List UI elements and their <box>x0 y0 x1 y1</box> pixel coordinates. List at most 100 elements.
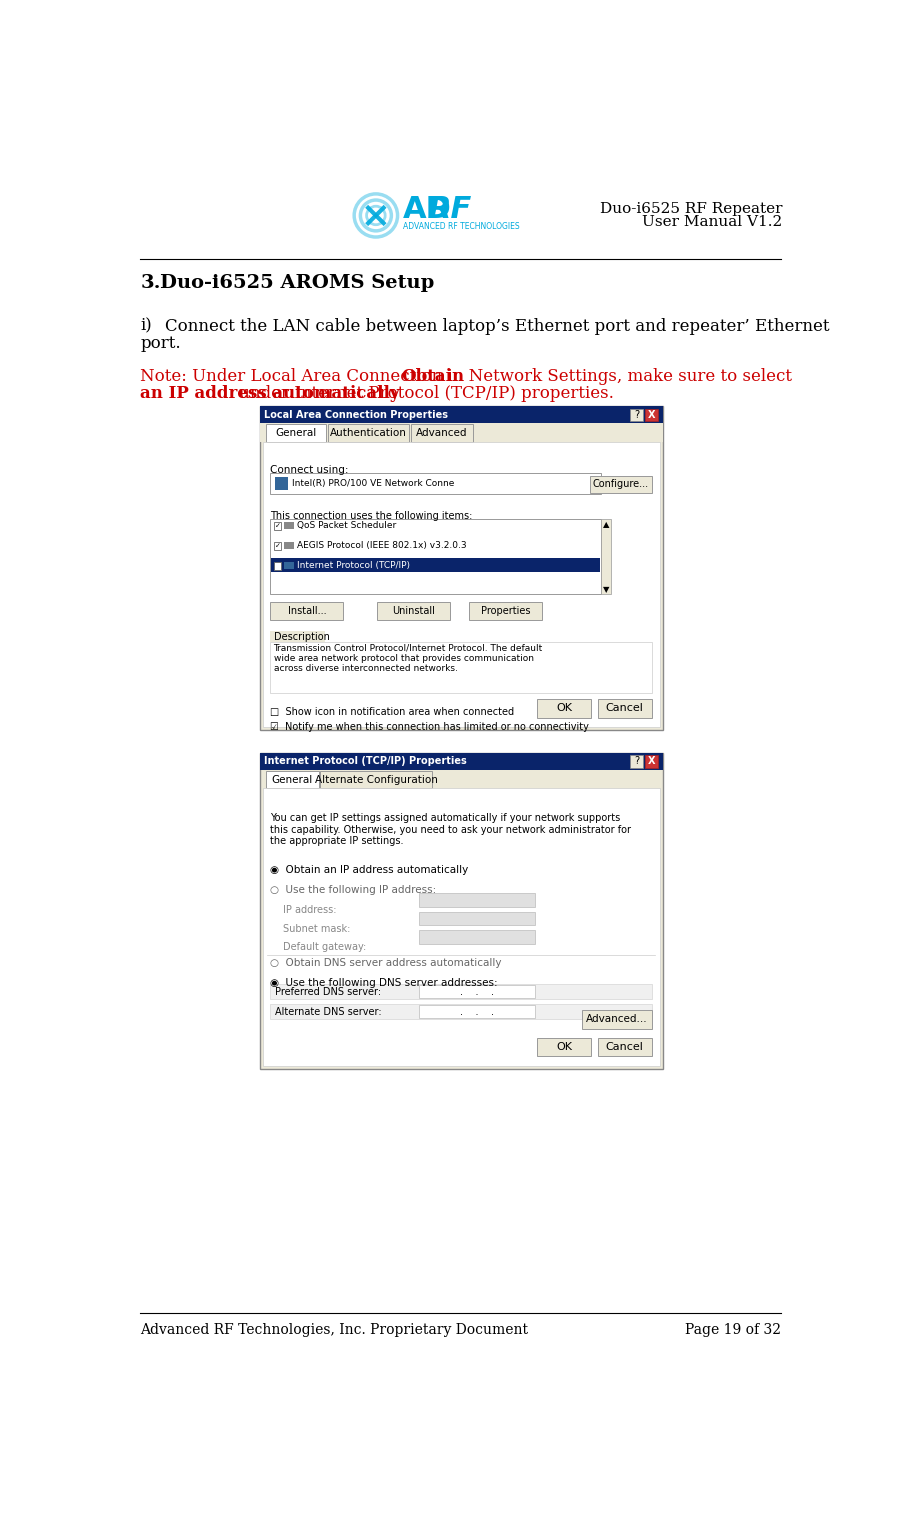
Text: ✓: ✓ <box>274 523 280 530</box>
Text: Transmission Control Protocol/Internet Protocol. The default
wide area network p: Transmission Control Protocol/Internet P… <box>273 644 543 673</box>
Bar <box>271 1004 652 1019</box>
FancyBboxPatch shape <box>469 601 542 621</box>
FancyBboxPatch shape <box>419 986 535 998</box>
Bar <box>273 562 281 569</box>
Text: ☑  Notify me when this connection has limited or no connectivity: ☑ Notify me when this connection has lim… <box>271 722 590 732</box>
Text: RF: RF <box>428 195 472 224</box>
Bar <box>271 632 325 642</box>
Text: Alternate DNS server:: Alternate DNS server: <box>275 1007 382 1016</box>
FancyBboxPatch shape <box>537 699 592 717</box>
Text: Description: Description <box>273 632 329 641</box>
FancyBboxPatch shape <box>260 752 663 1068</box>
FancyBboxPatch shape <box>260 406 663 423</box>
Text: IP address:: IP address: <box>283 905 336 916</box>
FancyBboxPatch shape <box>266 771 318 789</box>
Text: .    .    .: . . . <box>459 1007 494 1016</box>
FancyBboxPatch shape <box>419 929 535 945</box>
Text: Internet Protocol (TCP/IP) Properties: Internet Protocol (TCP/IP) Properties <box>264 757 467 766</box>
Text: Internet Protocol (TCP/IP): Internet Protocol (TCP/IP) <box>297 562 410 571</box>
Text: ✓: ✓ <box>274 543 280 549</box>
Text: ADVANCED RF TECHNOLOGIES: ADVANCED RF TECHNOLOGIES <box>403 221 520 230</box>
Text: Uninstall: Uninstall <box>392 606 435 617</box>
Text: Subnet mask:: Subnet mask: <box>283 923 351 934</box>
Bar <box>263 443 660 726</box>
Text: Duo-i6525 AROMS Setup: Duo-i6525 AROMS Setup <box>160 275 435 291</box>
Text: ▼: ▼ <box>603 584 610 594</box>
Text: ○  Obtain DNS server address automatically: ○ Obtain DNS server address automaticall… <box>271 958 502 967</box>
Text: Duo-i6525 RF Repeater: Duo-i6525 RF Repeater <box>601 203 783 217</box>
Text: This connection uses the following items:: This connection uses the following items… <box>271 511 473 522</box>
Bar <box>284 542 294 549</box>
Bar <box>260 423 663 443</box>
Text: User Manual V1.2: User Manual V1.2 <box>643 215 783 229</box>
Bar <box>273 522 281 530</box>
Text: ▲: ▲ <box>603 520 610 528</box>
Text: Authentication: Authentication <box>330 429 407 438</box>
Bar <box>263 789 660 1065</box>
Bar <box>271 984 652 1000</box>
Bar <box>284 522 294 530</box>
FancyBboxPatch shape <box>419 1006 535 1018</box>
Text: Properties: Properties <box>481 606 530 617</box>
Text: X: X <box>647 410 655 420</box>
FancyBboxPatch shape <box>590 476 652 493</box>
FancyBboxPatch shape <box>419 893 535 906</box>
Text: Install...: Install... <box>288 606 326 617</box>
Text: 3.: 3. <box>140 275 161 291</box>
FancyBboxPatch shape <box>271 473 601 494</box>
FancyBboxPatch shape <box>260 752 663 769</box>
FancyBboxPatch shape <box>320 771 432 789</box>
Text: X: X <box>647 757 655 766</box>
Text: Configure...: Configure... <box>592 479 649 490</box>
Text: under Internet Protocol (TCP/IP) properties.: under Internet Protocol (TCP/IP) propert… <box>235 385 614 401</box>
Text: General: General <box>271 775 313 784</box>
FancyBboxPatch shape <box>598 699 652 717</box>
FancyBboxPatch shape <box>601 519 611 594</box>
Text: Connect the LAN cable between laptop’s Ethernet port and repeater’ Ethernet: Connect the LAN cable between laptop’s E… <box>165 317 830 334</box>
FancyBboxPatch shape <box>645 409 658 421</box>
Text: Default gateway:: Default gateway: <box>283 943 366 952</box>
Text: an IP address automatically: an IP address automatically <box>140 385 400 401</box>
Bar <box>284 562 294 569</box>
Text: QoS Packet Scheduler: QoS Packet Scheduler <box>297 522 396 530</box>
Text: Advanced...: Advanced... <box>586 1015 647 1024</box>
Text: Local Area Connection Properties: Local Area Connection Properties <box>264 410 449 420</box>
Text: General: General <box>275 429 316 438</box>
Text: OK: OK <box>556 1042 572 1051</box>
Text: ✓: ✓ <box>274 563 280 569</box>
Text: .    .    .: . . . <box>459 987 494 996</box>
FancyBboxPatch shape <box>537 1038 592 1056</box>
FancyBboxPatch shape <box>630 409 644 421</box>
Text: AEGIS Protocol (IEEE 802.1x) v3.2.0.3: AEGIS Protocol (IEEE 802.1x) v3.2.0.3 <box>297 542 467 551</box>
Bar <box>273 542 281 549</box>
Text: □  Show icon in notification area when connected: □ Show icon in notification area when co… <box>271 707 514 717</box>
Text: Intel(R) PRO/100 VE Network Conne: Intel(R) PRO/100 VE Network Conne <box>292 479 455 488</box>
FancyBboxPatch shape <box>266 424 326 443</box>
FancyBboxPatch shape <box>271 519 601 594</box>
FancyBboxPatch shape <box>582 1010 652 1029</box>
Text: i): i) <box>140 317 152 334</box>
Text: Preferred DNS server:: Preferred DNS server: <box>275 987 381 996</box>
Text: Cancel: Cancel <box>606 703 644 713</box>
Text: ?: ? <box>634 757 639 766</box>
Text: port.: port. <box>140 334 181 353</box>
Text: Advanced RF Technologies, Inc. Proprietary Document: Advanced RF Technologies, Inc. Proprieta… <box>140 1323 529 1337</box>
Text: ◉  Use the following DNS server addresses:: ◉ Use the following DNS server addresses… <box>271 978 498 987</box>
FancyBboxPatch shape <box>419 911 535 925</box>
FancyBboxPatch shape <box>260 406 663 729</box>
Text: Page 19 of 32: Page 19 of 32 <box>685 1323 781 1337</box>
Text: Obtain: Obtain <box>402 368 465 385</box>
Text: You can get IP settings assigned automatically if your network supports
this cap: You can get IP settings assigned automat… <box>271 813 631 847</box>
Text: ?: ? <box>634 410 639 420</box>
FancyBboxPatch shape <box>411 424 473 443</box>
Text: Note: Under Local Area Connection in Network Settings, make sure to select: Note: Under Local Area Connection in Net… <box>140 368 797 385</box>
FancyBboxPatch shape <box>630 755 644 768</box>
Text: Advanced: Advanced <box>416 429 467 438</box>
Text: OK: OK <box>556 703 572 713</box>
Text: Alternate Configuration: Alternate Configuration <box>315 775 438 784</box>
Bar <box>271 559 600 572</box>
FancyBboxPatch shape <box>271 601 343 621</box>
Text: AD: AD <box>403 195 452 224</box>
Text: Connect using:: Connect using: <box>271 465 349 475</box>
Text: Cancel: Cancel <box>606 1042 644 1051</box>
